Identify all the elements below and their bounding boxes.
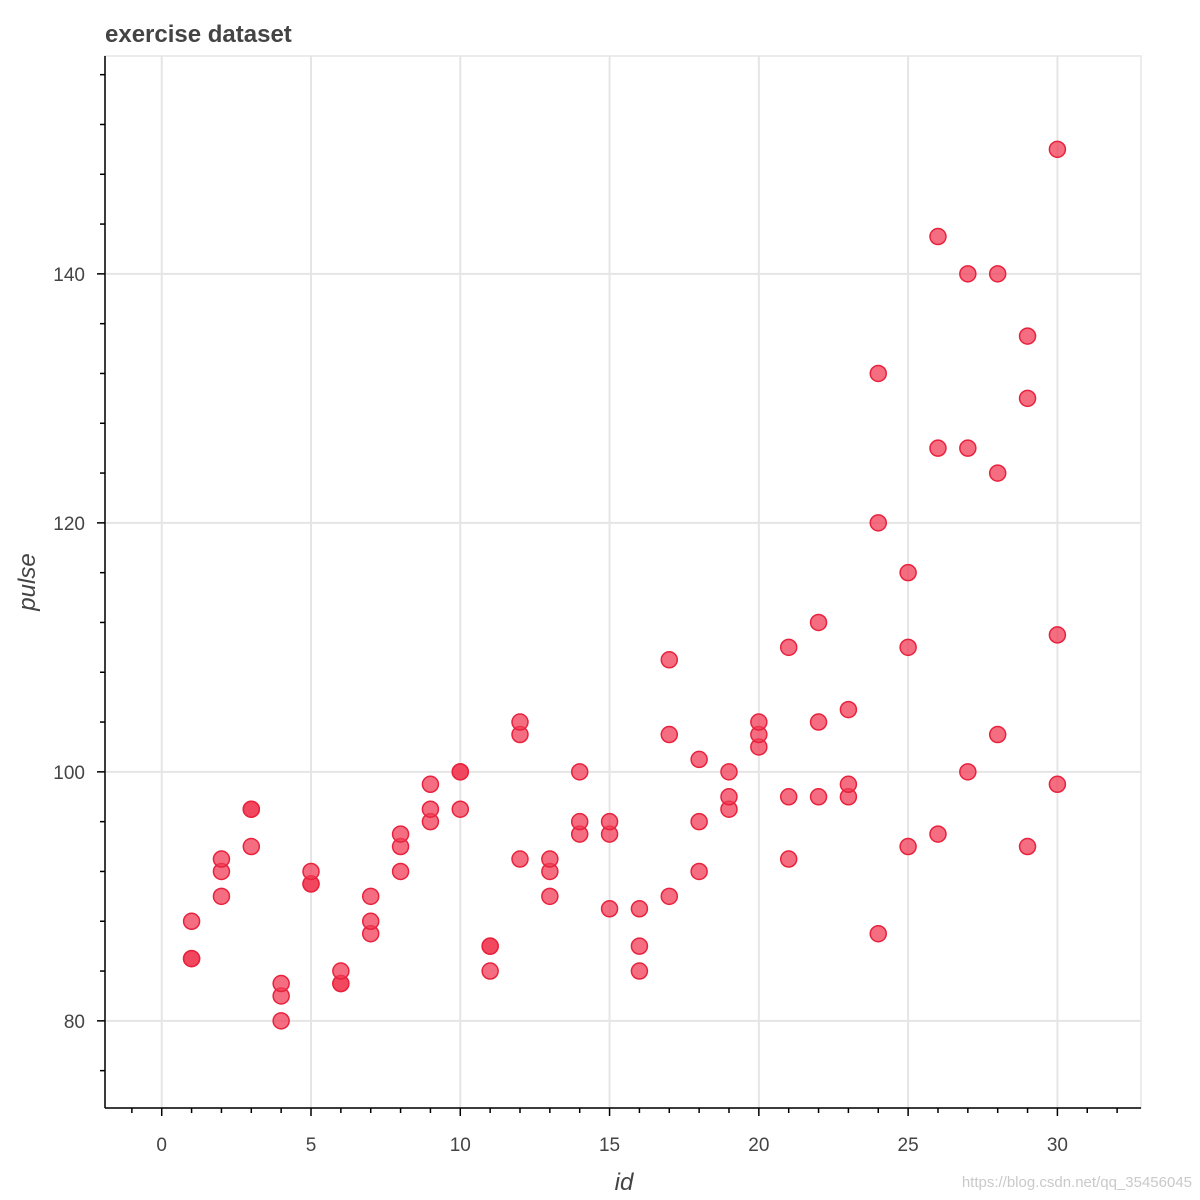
data-point (899, 563, 917, 582)
data-point (959, 763, 977, 781)
data-point (1018, 837, 1037, 856)
x-tick-label: 30 (1047, 1135, 1068, 1156)
y-tick-label: 80 (64, 1012, 85, 1033)
data-point (630, 900, 649, 918)
data-point (421, 800, 440, 818)
data-point (690, 750, 708, 769)
data-point (839, 775, 858, 794)
data-point (541, 850, 559, 868)
data-point (1048, 626, 1067, 644)
data-point (809, 613, 828, 632)
data-point (720, 763, 738, 781)
data-point (779, 788, 798, 806)
y-tick-label: 140 (53, 265, 85, 286)
data-point (242, 837, 261, 856)
data-point (809, 713, 828, 731)
y-axis-label: pulse (14, 553, 41, 611)
data-point (481, 962, 499, 980)
data-point (570, 763, 589, 781)
x-tick-label: 10 (450, 1135, 471, 1156)
data-point (1018, 389, 1037, 408)
data-point (182, 912, 201, 931)
data-point (899, 837, 917, 856)
data-point (660, 651, 679, 669)
data-point (570, 812, 589, 831)
y-tick-label: 120 (53, 514, 85, 535)
data-point (272, 974, 290, 993)
data-point (242, 800, 261, 818)
data-point (391, 825, 410, 843)
data-point (660, 725, 679, 744)
data-point (481, 937, 499, 955)
data-point (809, 788, 828, 806)
data-point (899, 638, 917, 657)
data-point (541, 887, 559, 906)
data-point (451, 763, 470, 781)
data-points (182, 140, 1067, 1030)
data-point (959, 439, 977, 457)
x-axis-label: id (615, 1169, 634, 1196)
data-point (929, 227, 947, 246)
data-point (988, 265, 1007, 283)
data-point (421, 775, 440, 794)
data-point (690, 812, 708, 831)
data-point (839, 700, 858, 719)
x-tick-label: 25 (898, 1135, 919, 1156)
data-point (1048, 775, 1067, 794)
data-point (1048, 140, 1067, 159)
data-point (212, 887, 231, 906)
x-tick-label: 5 (306, 1135, 317, 1156)
grid-lines (104, 55, 1142, 1109)
data-point (929, 825, 947, 843)
data-point (391, 862, 410, 881)
data-point (302, 862, 320, 881)
data-point (869, 364, 888, 383)
data-point (869, 514, 888, 532)
data-point (959, 265, 977, 283)
data-point (779, 850, 798, 868)
data-point (720, 788, 738, 806)
data-point (630, 962, 649, 980)
data-point (690, 862, 708, 881)
data-point (361, 887, 380, 906)
chart-title: exercise dataset (105, 21, 292, 48)
data-point (451, 800, 470, 818)
data-point (600, 812, 619, 831)
data-point (182, 949, 201, 968)
data-point (988, 725, 1007, 744)
x-tick-label: 15 (599, 1135, 620, 1156)
data-point (600, 900, 619, 918)
data-point (1018, 327, 1037, 345)
data-point (750, 713, 768, 731)
data-point (361, 912, 380, 931)
axes: 0 5 10 15 20 25 30 80 100 120 140 (53, 56, 1141, 1156)
data-point (212, 850, 231, 868)
data-point (660, 887, 679, 906)
x-tick-label: 20 (748, 1135, 769, 1156)
data-point (272, 1012, 290, 1030)
data-point (779, 638, 798, 657)
data-point (869, 924, 888, 943)
data-point (511, 850, 529, 868)
watermark-text: https://blog.csdn.net/qq_35456045 (962, 1174, 1192, 1191)
y-tick-label: 100 (53, 763, 85, 784)
data-point (630, 937, 649, 955)
data-point (511, 713, 529, 731)
data-point (332, 962, 350, 980)
data-point (929, 439, 947, 457)
data-point (988, 464, 1007, 482)
x-tick-label: 0 (156, 1135, 167, 1156)
